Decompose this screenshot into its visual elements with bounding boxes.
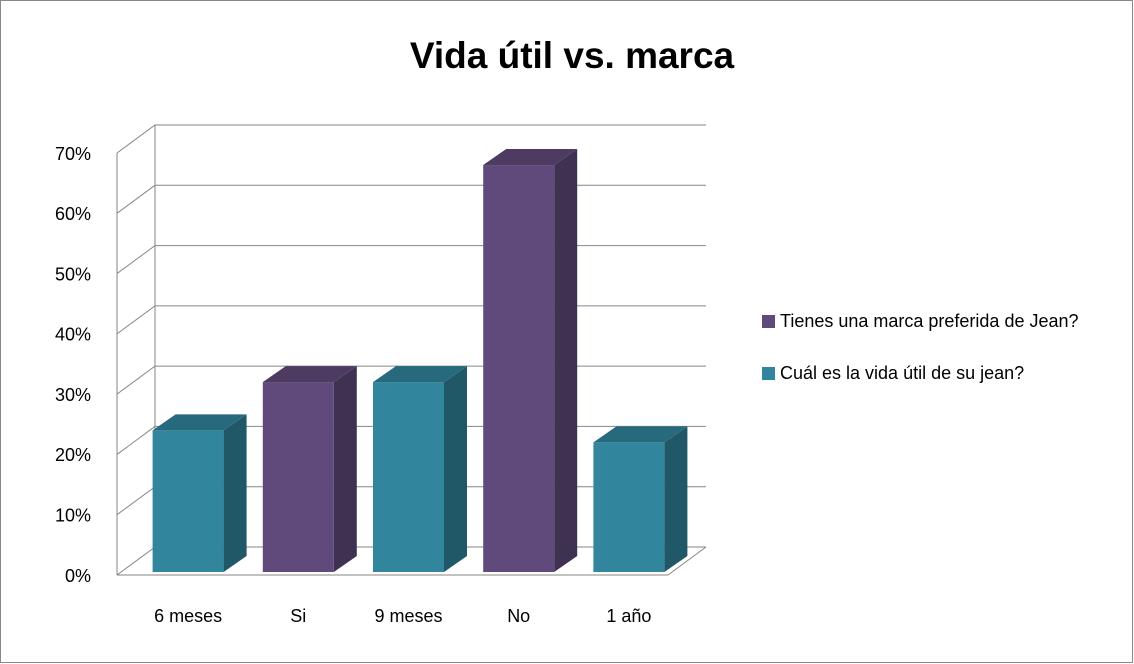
legend: Tienes una marca preferida de Jean? Cuál … xyxy=(760,308,1110,412)
bar-top xyxy=(152,414,247,431)
y-tick-label: 40% xyxy=(55,325,91,345)
legend-item: Tienes una marca preferida de Jean? xyxy=(760,308,1110,334)
y-tick-label: 50% xyxy=(55,264,91,284)
x-tick-label: 6 meses xyxy=(154,606,222,626)
bar-front xyxy=(483,165,555,573)
bar-front xyxy=(152,430,224,572)
x-tick-label: 9 meses xyxy=(374,606,442,626)
floor xyxy=(117,546,707,576)
y-tick-label: 0% xyxy=(65,566,91,586)
bar-side xyxy=(444,366,467,572)
bar xyxy=(262,366,357,572)
y-tick-label: 10% xyxy=(55,505,91,525)
grid-segment xyxy=(116,124,706,154)
bar-top xyxy=(593,426,688,443)
bar-side xyxy=(223,414,247,572)
bar xyxy=(152,414,247,572)
y-tick-label: 70% xyxy=(55,144,91,164)
bar-top xyxy=(483,149,578,166)
bar-side xyxy=(664,426,688,572)
grid-line xyxy=(116,124,706,154)
legend-label: Cuál es la vida útil de su jean? xyxy=(780,363,1025,383)
x-tick-label: Si xyxy=(290,606,306,626)
x-tick-label: 1 año xyxy=(606,606,651,626)
legend-swatch xyxy=(762,367,775,380)
bar-top xyxy=(262,366,357,383)
bar xyxy=(483,149,578,573)
x-tick-label: No xyxy=(507,606,530,626)
y-tick-label: 60% xyxy=(55,204,91,224)
legend-swatch xyxy=(762,315,775,328)
bar xyxy=(593,426,688,572)
legend-item: Cuál es la vida útil de su jean? xyxy=(760,360,1110,386)
bar-front xyxy=(262,382,334,572)
bar-side xyxy=(554,149,578,573)
y-tick-label: 20% xyxy=(55,445,91,465)
bar-side xyxy=(333,366,357,572)
bar-front xyxy=(593,442,665,572)
y-tick-label: 30% xyxy=(55,385,91,405)
chart-title: Vida útil vs. marca xyxy=(410,35,735,76)
bar xyxy=(373,366,467,572)
bar-front xyxy=(373,382,444,572)
legend-label: Tienes una marca preferida de Jean? xyxy=(780,311,1079,331)
bar-top xyxy=(373,366,467,383)
